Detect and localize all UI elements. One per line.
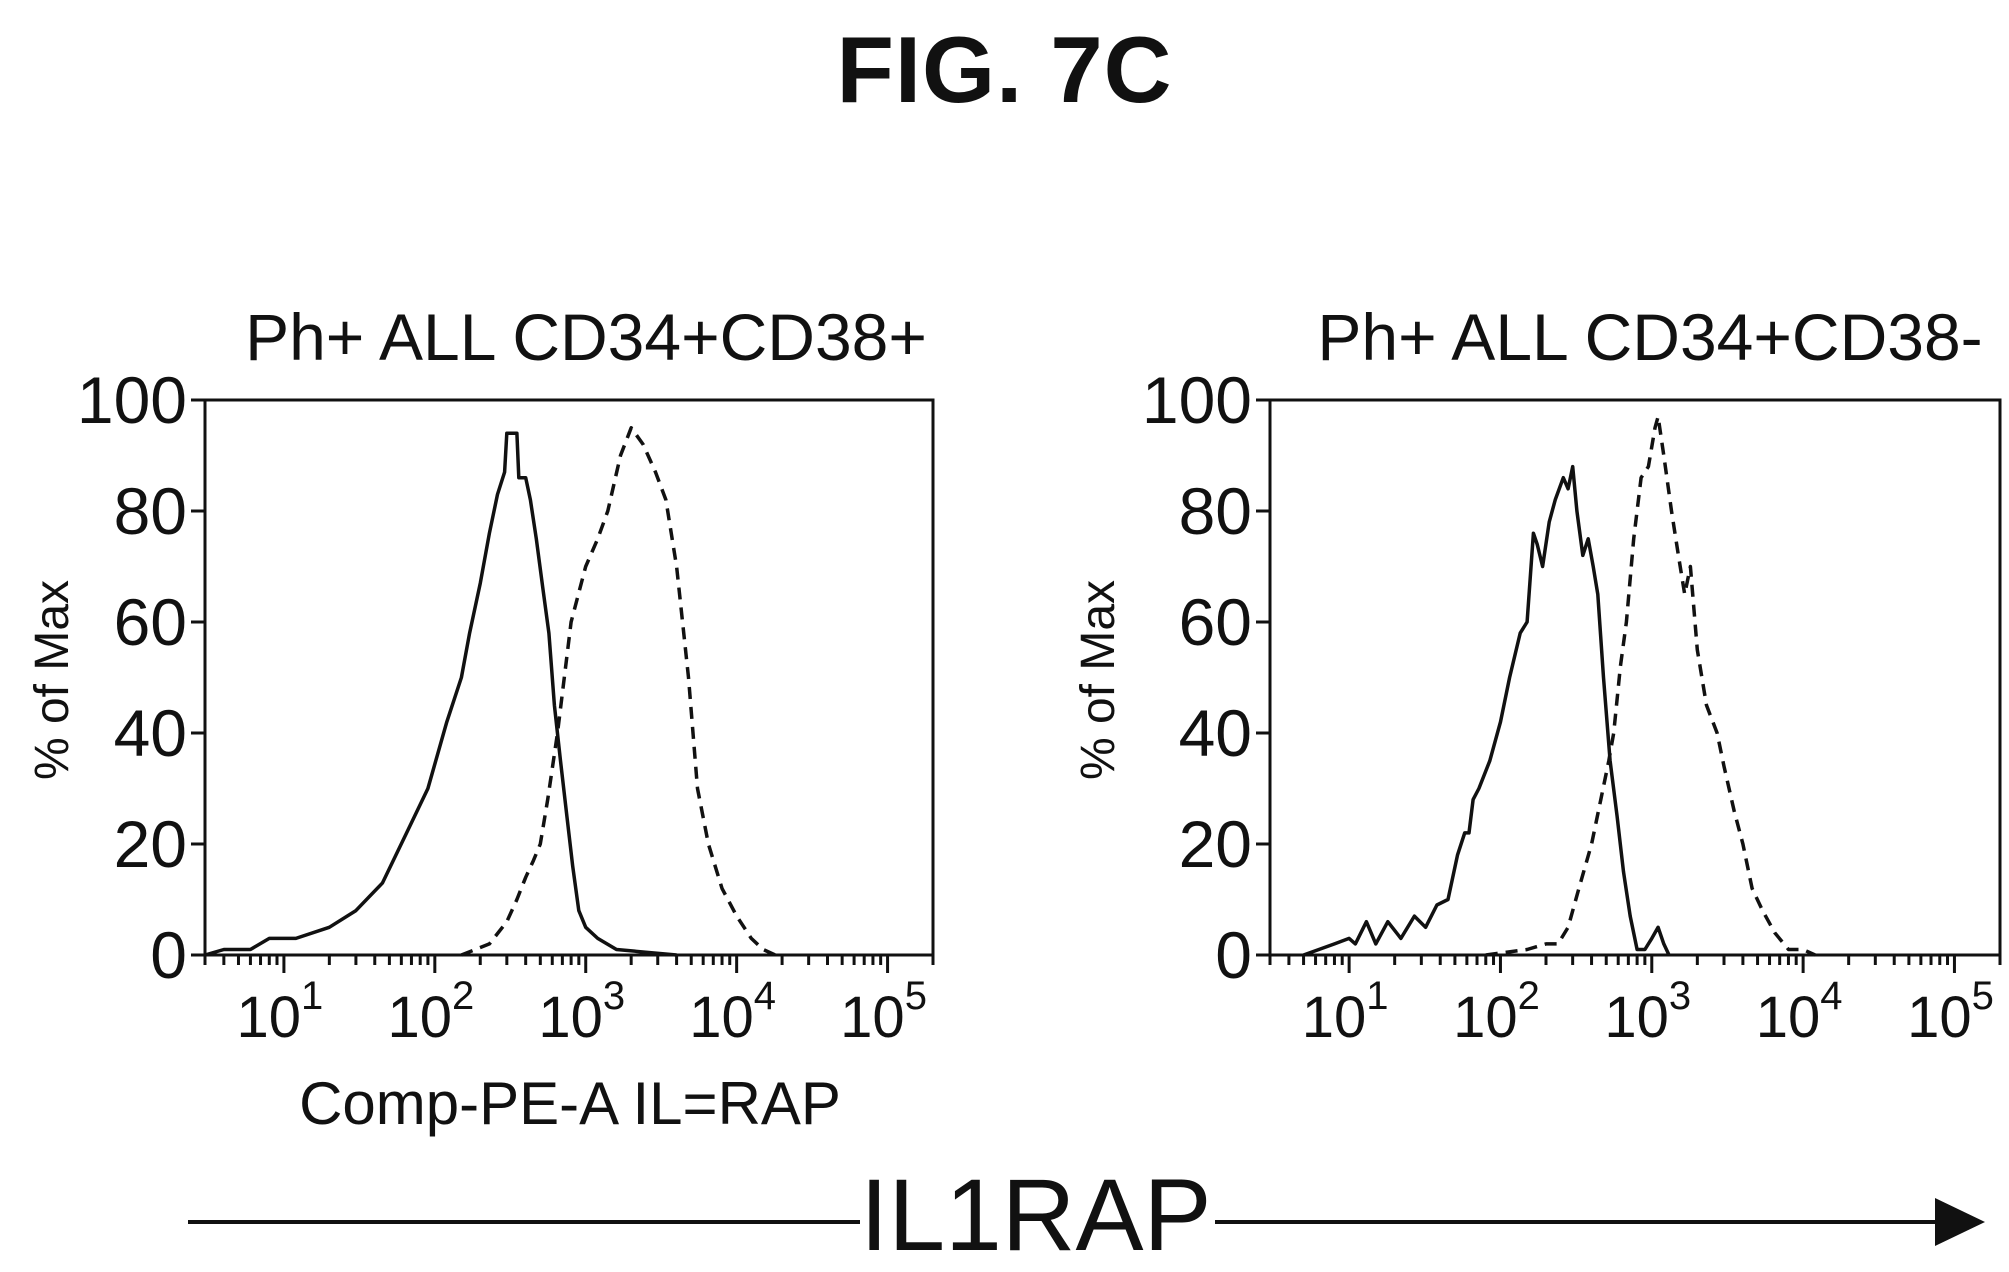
chart-left-y-ticks: 0 20 40 60 80 100 xyxy=(77,363,205,992)
chart-left-x-ticks: 101 102 103 104 105 xyxy=(203,955,935,1050)
chart-right-series-solid xyxy=(1303,464,1671,957)
chart-right-ylabel: % of Max xyxy=(1072,580,1125,780)
left-y-tick-label: 80 xyxy=(114,474,187,548)
right-y-tick-label: 100 xyxy=(1142,363,1252,437)
chart-right-x-ticks: 101 102 103 104 105 xyxy=(1268,955,2002,1050)
left-x-tick-label: 103 xyxy=(538,974,625,1050)
chart-left-series-dashed xyxy=(460,426,776,957)
right-y-tick-label: 0 xyxy=(1215,918,1252,992)
left-x-tick-label: 105 xyxy=(840,974,927,1050)
right-x-tick-label: 104 xyxy=(1756,974,1843,1050)
left-y-tick-label: 40 xyxy=(114,696,187,770)
right-y-tick-label: 40 xyxy=(1179,696,1252,770)
right-y-tick-label: 20 xyxy=(1179,807,1252,881)
chart-left-ylabel: % of Max xyxy=(26,580,79,780)
chart-left-title: Ph+ ALL CD34+CD38+ xyxy=(245,300,927,374)
right-y-tick-label: 80 xyxy=(1179,474,1252,548)
left-y-tick-label: 20 xyxy=(114,807,187,881)
chart-right-y-ticks: 0 20 40 60 80 100 xyxy=(1142,363,1270,992)
arrow-head-icon xyxy=(1935,1198,1985,1246)
left-y-tick-label: 60 xyxy=(114,585,187,659)
right-y-tick-label: 60 xyxy=(1179,585,1252,659)
right-x-tick-label: 103 xyxy=(1604,974,1691,1050)
chart-left-xlabel: Comp-PE-A IL=RAP xyxy=(299,1070,841,1137)
figure-title: FIG. 7C xyxy=(836,17,1173,122)
chart-left-plot-frame xyxy=(203,398,935,957)
left-y-tick-label: 100 xyxy=(77,363,187,437)
il1rap-label: IL1RAP xyxy=(860,1158,1212,1272)
left-x-tick-label: 102 xyxy=(387,974,474,1050)
right-x-tick-label: 105 xyxy=(1907,974,1994,1050)
chart-right-plot-frame xyxy=(1268,398,2002,957)
chart-right-title: Ph+ ALL CD34+CD38- xyxy=(1317,300,1982,374)
chart-right-series-dashed xyxy=(1485,414,1816,957)
right-x-tick-label: 102 xyxy=(1453,974,1540,1050)
left-x-tick-label: 104 xyxy=(689,974,776,1050)
left-x-tick-label: 101 xyxy=(237,974,324,1050)
right-x-tick-label: 101 xyxy=(1302,974,1389,1050)
left-y-tick-label: 0 xyxy=(150,918,187,992)
chart-left-series-solid xyxy=(204,431,677,957)
